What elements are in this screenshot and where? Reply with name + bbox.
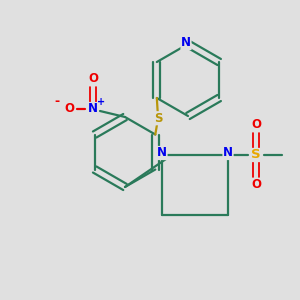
Text: O: O <box>88 73 98 85</box>
Text: S: S <box>154 112 162 125</box>
Text: O: O <box>64 103 74 116</box>
Text: O: O <box>251 118 261 131</box>
Text: S: S <box>251 148 261 161</box>
Text: N: N <box>157 146 167 160</box>
Text: +: + <box>97 97 105 107</box>
Text: -: - <box>54 94 60 107</box>
Text: N: N <box>88 103 98 116</box>
Text: O: O <box>251 178 261 191</box>
Text: N: N <box>181 37 191 50</box>
Text: N: N <box>223 146 233 160</box>
